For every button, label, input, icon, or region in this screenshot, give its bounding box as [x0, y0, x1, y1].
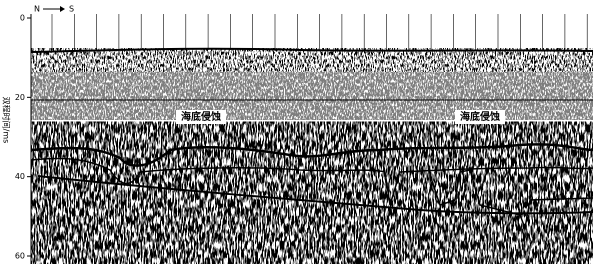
direction-start: N: [34, 5, 40, 14]
seabed-band: [31, 48, 593, 72]
seismic-profile: N S 双程时间/ms 0 20 40 60 海底侵蚀 海底侵蚀: [0, 0, 593, 264]
annotation: 海底侵蚀: [460, 110, 500, 123]
trace-markers: [52, 14, 587, 50]
y-ticks: 0 20 40 60: [15, 14, 31, 261]
water-noise: [31, 72, 593, 120]
direction-end: S: [69, 5, 74, 14]
tick-label: 20: [15, 93, 25, 102]
profile-image: [31, 14, 593, 264]
annotation: 海底侵蚀: [181, 110, 221, 123]
tick-label: 60: [15, 252, 25, 261]
sediment: [31, 122, 593, 264]
tick-label: 0: [20, 14, 25, 23]
y-axis-label: 双程时间/ms: [2, 97, 12, 144]
direction-arrowhead: [60, 6, 65, 12]
tick-label: 40: [15, 172, 25, 181]
